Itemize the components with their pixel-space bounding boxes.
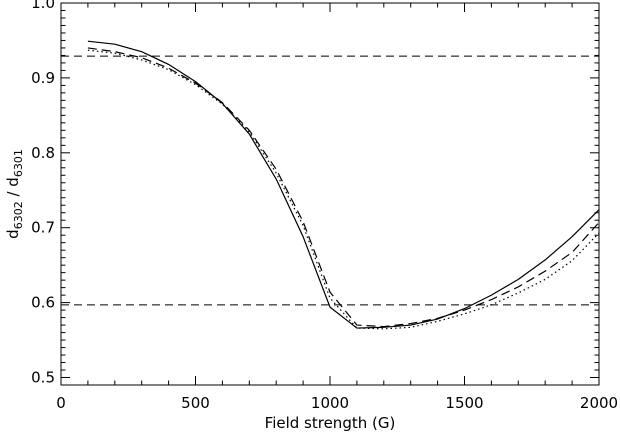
y-tick-label: 0.5 (31, 369, 55, 387)
y-tick-label: 1.0 (31, 0, 55, 12)
series-line-dashed (87, 47, 600, 328)
y-tick-label: 0.7 (31, 219, 55, 237)
series-line-dotted (87, 49, 600, 330)
x-tick-label: 1500 (445, 394, 483, 412)
x-tick-label: 2000 (580, 394, 618, 412)
y-tick-label: 0.6 (31, 294, 55, 312)
x-tick-labels: 0 500 1000 1500 2000 (56, 394, 618, 412)
y-axis-title-sub1: 6302 (12, 201, 25, 229)
y-tick-label: 0.8 (31, 144, 55, 162)
y-axis-title-d2: d (4, 177, 22, 187)
y-tick-labels: 0.5 0.6 0.7 0.8 0.9 1.0 (31, 0, 55, 387)
x-tick-label: 0 (56, 394, 66, 412)
y-axis-title: d6302 / d6301 (4, 149, 25, 239)
x-axis-title: Field strength (G) (265, 414, 396, 432)
x-tick-label: 1000 (311, 394, 349, 412)
axis-ticks (60, 2, 600, 386)
reference-lines (61, 55, 599, 306)
series-group (87, 40, 600, 330)
y-axis-title-d1: d (4, 229, 22, 239)
y-axis-title-sep: / (4, 187, 22, 202)
y-axis-title-sub2: 6301 (12, 149, 25, 177)
x-tick-label: 500 (181, 394, 210, 412)
series-line-solid (87, 40, 600, 329)
y-tick-label: 0.9 (31, 69, 55, 87)
